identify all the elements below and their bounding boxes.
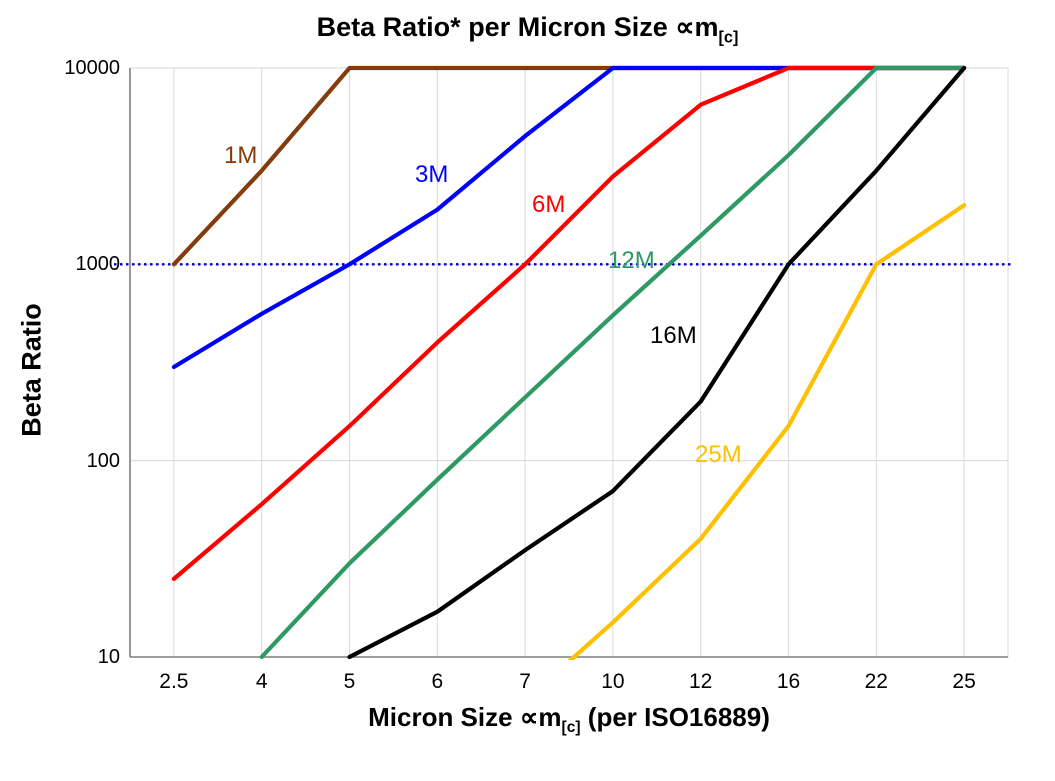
y-axis-title: Beta Ratio [16, 303, 47, 437]
x-axis-title-prefix: Micron Size ∝m [368, 702, 562, 732]
series-label-12m: 12M [608, 247, 655, 274]
y-tick-10: 10 [97, 646, 120, 668]
series-label-6m: 6M [532, 191, 565, 218]
y-tick-100: 100 [86, 449, 120, 472]
series-line-6m [171, 65, 967, 581]
series-label-25m: 25M [695, 441, 742, 468]
x-tick-2.5: 2.5 [159, 670, 189, 693]
x-tick-5: 5 [343, 670, 356, 693]
x-axis-title: Micron Size ∝m[c] (per ISO16889) [130, 702, 1008, 737]
y-tick-10000: 10000 [64, 57, 120, 79]
x-tick-16: 16 [776, 670, 801, 693]
series-label-16m: 16M [650, 322, 697, 349]
chart-title: Beta Ratio* per Micron Size ∝m[c] [0, 12, 1055, 47]
chart-title-subscript: [c] [718, 28, 739, 47]
series-line-12m [259, 65, 967, 660]
chart-title-text: Beta Ratio* per Micron Size ∝m [316, 12, 719, 42]
series-label-3m: 3M [415, 161, 448, 188]
x-tick-10: 10 [601, 670, 625, 693]
x-axis-title-subscript: [c] [561, 719, 581, 737]
x-axis-title-suffix: (per ISO16889) [580, 702, 770, 732]
x-tick-6: 6 [431, 670, 444, 693]
series-line-16m [347, 65, 967, 660]
x-tick-12: 12 [689, 670, 713, 693]
x-tick-7: 7 [519, 670, 531, 693]
y-tick-1000: 1000 [75, 253, 121, 276]
x-tick-22: 22 [864, 670, 888, 693]
series-label-1m: 1M [224, 142, 257, 169]
x-tick-4: 4 [255, 670, 268, 693]
series-line-25m [567, 203, 967, 660]
x-tick-25: 25 [952, 670, 976, 693]
